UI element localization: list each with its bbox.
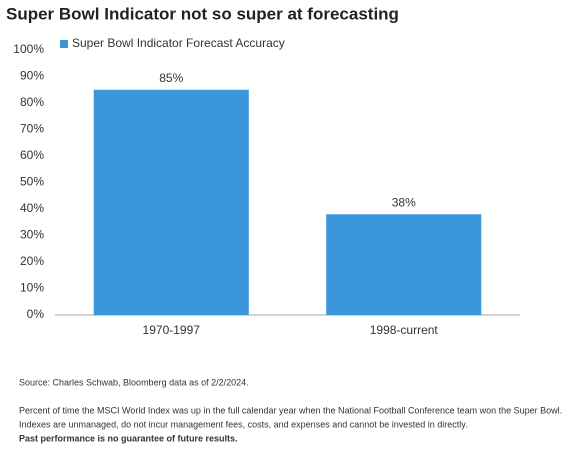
value-label: 85% bbox=[159, 71, 183, 85]
y-tick-label: 30% bbox=[20, 228, 44, 242]
disclaimer: Past performance is no guarantee of futu… bbox=[19, 433, 238, 443]
y-tick-label: 50% bbox=[20, 175, 44, 189]
y-tick-label: 0% bbox=[27, 307, 45, 321]
footnote: Indexes are unmanaged, do not incur mana… bbox=[19, 419, 468, 429]
legend-swatch bbox=[60, 40, 68, 48]
source-note: Source: Charles Schwab, Bloomberg data a… bbox=[19, 377, 249, 387]
y-tick-label: 60% bbox=[20, 148, 44, 162]
y-tick-label: 80% bbox=[20, 95, 44, 109]
bar bbox=[326, 214, 482, 315]
footnote: Percent of time the MSCI World Index was… bbox=[19, 405, 562, 415]
chart-title: Super Bowl Indicator not so super at for… bbox=[6, 4, 399, 23]
value-label: 38% bbox=[392, 195, 416, 209]
x-tick-label: 1998-current bbox=[370, 323, 439, 337]
y-tick-label: 100% bbox=[13, 42, 44, 56]
y-tick-label: 70% bbox=[20, 122, 44, 136]
y-tick-label: 10% bbox=[20, 281, 44, 295]
legend-label: Super Bowl Indicator Forecast Accuracy bbox=[72, 36, 285, 50]
bar bbox=[93, 89, 249, 315]
y-tick-label: 90% bbox=[20, 69, 44, 83]
x-tick-label: 1970-1997 bbox=[143, 323, 201, 337]
y-tick-label: 40% bbox=[20, 201, 44, 215]
y-tick-label: 20% bbox=[20, 254, 44, 268]
